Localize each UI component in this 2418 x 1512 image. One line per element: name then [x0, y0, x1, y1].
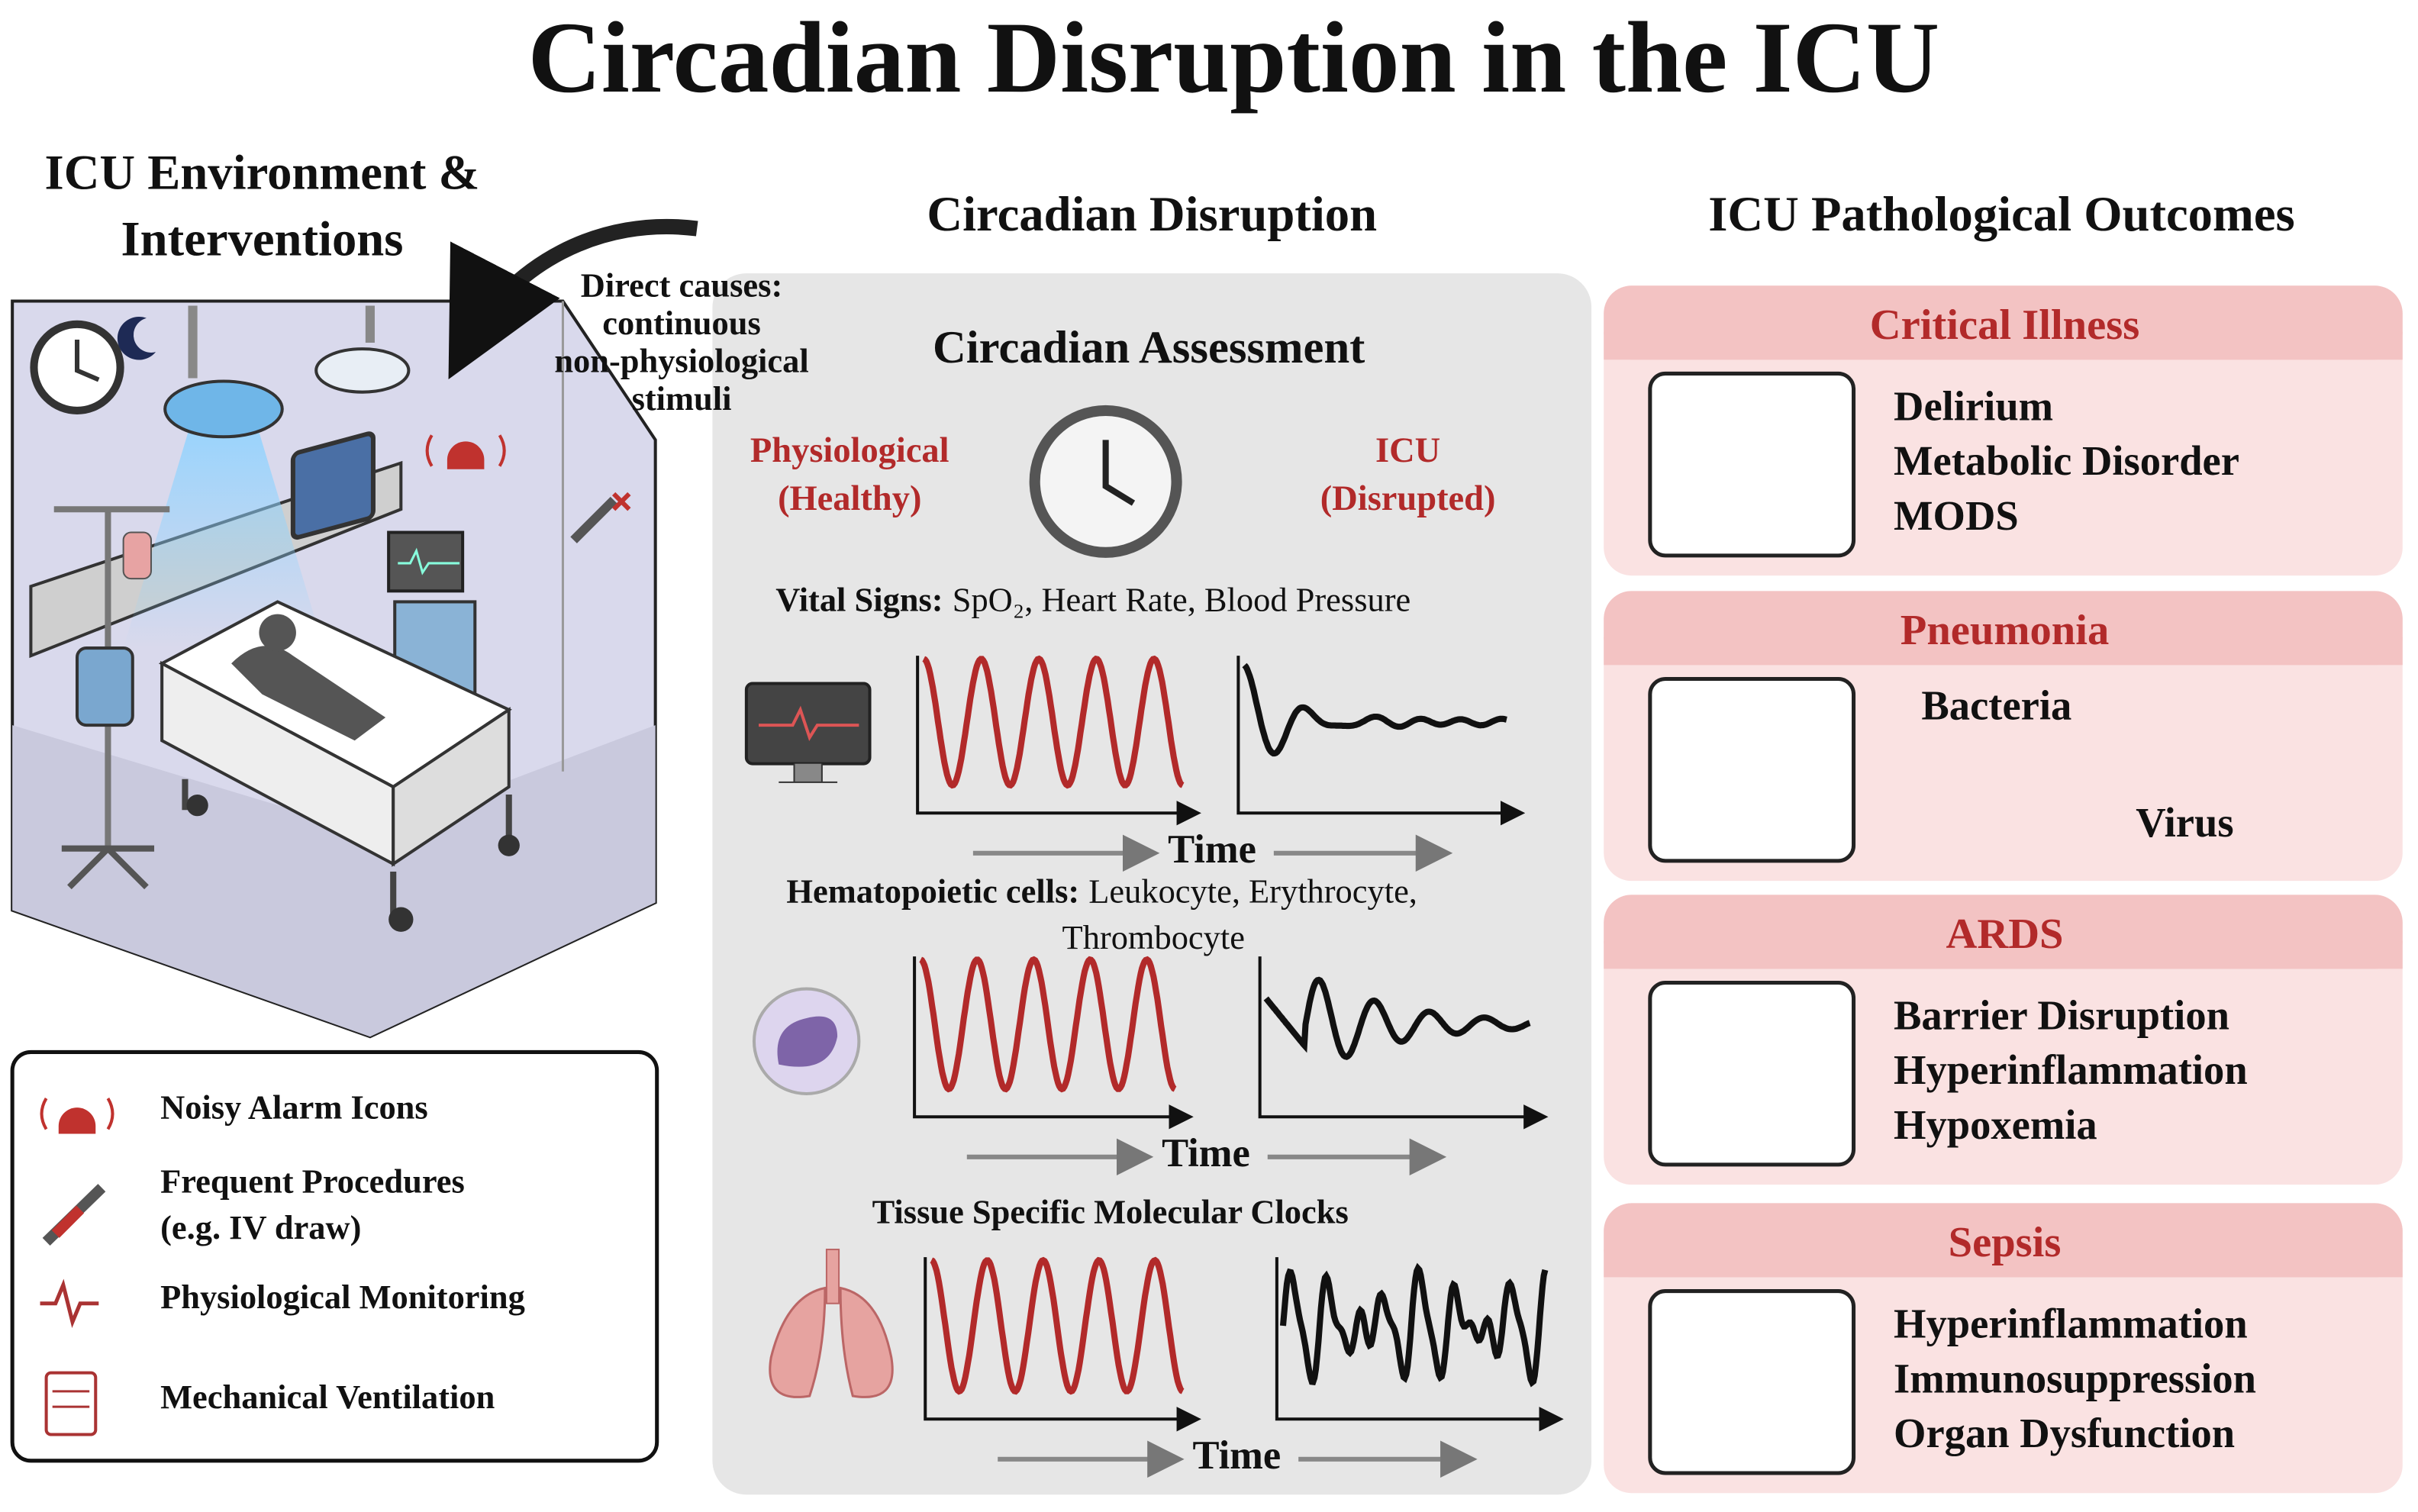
section-label-rest: SpO₂, Heart Rate, Blood Pressure — [953, 581, 1411, 619]
legend-icons — [40, 1097, 114, 1436]
outcome-icon-frame — [1648, 676, 1856, 863]
wave-plots — [913, 655, 1564, 1478]
assessment-panel — [712, 273, 1592, 1495]
section-label-rest: Leukocyte, Erythrocyte, — [1088, 872, 1417, 911]
outcome-item: Immunosuppression — [1894, 1355, 2256, 1401]
time-axis-label: Time — [1162, 1131, 1250, 1175]
time-axis-label: Time — [1168, 827, 1256, 872]
wave — [1242, 663, 1507, 757]
outcome-item: Barrier Disruption — [1894, 992, 2229, 1039]
outcome-item: Virus — [2136, 799, 2233, 846]
environment-heading: ICU Environment & — [45, 145, 480, 200]
section-label: Hematopoietic cells: Leukocyte, Erythrocy… — [786, 872, 1417, 911]
wave — [919, 956, 1177, 1093]
time-axis-label: Time — [1193, 1433, 1282, 1478]
callout-text: continuous — [602, 304, 760, 342]
outcome-title: Critical Illness — [1870, 301, 2139, 349]
disrupted-label: ICU — [1375, 431, 1440, 470]
wave — [1279, 1262, 1549, 1388]
wave — [1263, 976, 1531, 1060]
wave — [930, 1256, 1185, 1395]
assessment-title: Circadian Assessment — [933, 322, 1365, 373]
section-label: Vital Signs: SpO₂, Heart Rate, Blood Pres… — [775, 581, 1410, 619]
outcome-title: ARDS — [1946, 911, 2064, 958]
section-label-bold: Hematopoietic cells: — [786, 872, 1079, 911]
healthy-label: Physiological — [750, 431, 949, 470]
room-illustration — [11, 299, 657, 1039]
plot-axes — [1258, 956, 1549, 1130]
outcome-title-band — [1604, 331, 2403, 360]
callout-arrow — [448, 218, 698, 380]
main-title: Circadian Disruption in the ICU — [528, 1, 1940, 114]
plot-axes — [1236, 656, 1526, 826]
outcome-icon-frame — [1648, 980, 1856, 1167]
outcome-title-band — [1604, 940, 2403, 969]
plot-axes — [924, 1257, 1201, 1432]
plot-axes — [1275, 1257, 1564, 1432]
outcomes-heading: ICU Pathological Outcomes — [1708, 186, 2294, 241]
section-icons — [744, 682, 894, 1398]
callout-text: stimuli — [632, 379, 732, 417]
healthy-label: (Healthy) — [778, 479, 921, 518]
outcome-item: Hyperinflammation — [1894, 1046, 2248, 1093]
section-label-bold: Vital Signs: — [775, 581, 943, 619]
disruption-heading: Circadian Disruption — [927, 186, 1377, 241]
outcome-item: MODS — [1894, 492, 2019, 539]
outcome-icon-frame — [1648, 371, 1856, 558]
section-label-rest: Thrombocyte — [1062, 918, 1245, 956]
outcome-icon-frame — [1648, 1289, 1856, 1475]
outcome-title-band — [1604, 637, 2403, 666]
legend-label: Mechanical Ventilation — [160, 1378, 495, 1416]
environment-heading: Interventions — [121, 211, 404, 266]
outcome-item: Metabolic Disorder — [1894, 437, 2239, 484]
callout-text: non-physiological — [554, 342, 808, 380]
outcome-title: Pneumonia — [1901, 607, 2109, 654]
disrupted-label: (Disrupted) — [1320, 479, 1496, 518]
callout-text: Direct causes: — [581, 266, 782, 305]
section-label-bold: Tissue Specific Molecular Clocks — [872, 1193, 1349, 1231]
outcome-title-band — [1604, 1249, 2403, 1278]
outcome-item: Hypoxemia — [1894, 1101, 2097, 1148]
outcome-item: Delirium — [1894, 382, 2053, 429]
outcome-item: Bacteria — [1921, 682, 2071, 728]
legend-label: (e.g. IV draw) — [160, 1208, 361, 1246]
wave — [922, 655, 1185, 789]
legend-label: Noisy Alarm Icons — [160, 1088, 428, 1126]
outcome-title: Sepsis — [1949, 1219, 2062, 1266]
outcome-item: Organ Dysfunction — [1894, 1410, 2235, 1456]
clock-icon — [1029, 405, 1182, 558]
plot-axes — [916, 656, 1201, 826]
legend-box — [10, 1049, 659, 1463]
outcome-item: Hyperinflammation — [1894, 1301, 2248, 1347]
legend-label: Frequent Procedures — [160, 1162, 465, 1200]
legend-label: Physiological Monitoring — [160, 1278, 525, 1316]
section-label: Tissue Specific Molecular Clocks — [872, 1193, 1349, 1231]
plot-axes — [913, 956, 1194, 1130]
